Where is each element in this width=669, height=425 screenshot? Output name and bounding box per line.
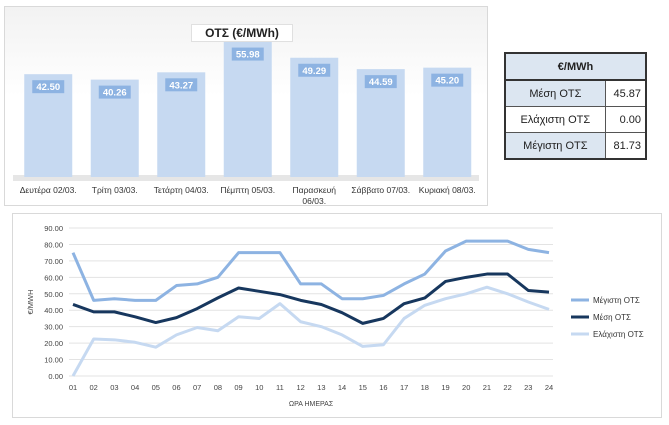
bar-value-label-bg	[431, 73, 464, 87]
y-tick-label: 10.00	[44, 356, 63, 365]
x-tick-label: 02	[90, 383, 98, 392]
stats-value: 0.00	[604, 106, 647, 133]
x-tick-label: 22	[503, 383, 511, 392]
bar	[290, 57, 339, 177]
stats-value: 45.87	[604, 79, 647, 107]
legend-entry: Ελάχιστη ΟΤΣ	[593, 330, 644, 339]
series-line	[71, 239, 550, 302]
x-tick-label: 06	[172, 383, 180, 392]
bar-chart-title: ΟΤΣ (€/MWh)	[191, 24, 293, 42]
bar-chart: 42.50 Δευτέρα 02/03. 40.26 Τρίτη 03/03. 43.2…	[13, 41, 479, 205]
x-tick-label: 10	[255, 383, 263, 392]
y-tick-label: 50.00	[44, 290, 63, 299]
bar-category-label: Κυριακή 08/03.	[419, 185, 476, 195]
bar-value-label: 43.27	[169, 80, 193, 91]
y-tick-label: 20.00	[44, 339, 63, 348]
bar-value-label-bg	[32, 80, 65, 94]
stats-label: Ελάχιστη ΟΤΣ	[504, 106, 606, 133]
x-tick-label: 19	[441, 383, 449, 392]
series-line	[71, 285, 550, 377]
x-tick-label: 05	[152, 383, 160, 392]
bar-category-label: Σάββατο 07/03.	[351, 185, 410, 195]
bar-chart-panel: 42.50 Δευτέρα 02/03. 40.26 Τρίτη 03/03. 43.2…	[4, 6, 488, 206]
series-line	[72, 272, 550, 325]
x-tick-label: 16	[379, 383, 387, 392]
y-tick-label: 80.00	[44, 240, 63, 249]
legend-entry: Μέγιστη ΟΤΣ	[593, 296, 640, 305]
x-tick-label: 23	[524, 383, 532, 392]
stats-table: €/MWh Μέση ΟΤΣ 45.87 Ελάχιστη ΟΤΣ 0.00 Μ…	[504, 52, 647, 160]
x-tick-label: 18	[421, 383, 429, 392]
bar-category-label: Τρίτη 03/03.	[92, 185, 138, 195]
stats-table-header: €/MWh	[504, 52, 647, 81]
stats-value: 81.73	[604, 132, 647, 160]
x-tick-label: 24	[545, 383, 553, 392]
x-axis-label: ΩΡΑ ΗΜΕΡΑΣ	[289, 401, 334, 408]
table-row: Ελάχιστη ΟΤΣ 0.00	[504, 106, 647, 133]
bar-value-label-bg	[298, 63, 331, 77]
bar-category-label: 06/03.	[302, 196, 326, 205]
legend-entry: Μέση ΟΤΣ	[593, 313, 631, 322]
x-tick-label: 08	[214, 383, 222, 392]
x-tick-label: 04	[131, 383, 139, 392]
bar-category-label: Παρασκευή	[293, 185, 337, 195]
x-tick-label: 11	[276, 383, 284, 392]
x-tick-label: 13	[317, 383, 325, 392]
y-axis-label: €/MWH	[26, 290, 35, 315]
y-tick-label: 60.00	[44, 273, 63, 282]
bar	[223, 41, 272, 178]
stats-label: Μέγιστη ΟΤΣ	[504, 132, 606, 160]
table-row: Μέγιστη ΟΤΣ 81.73	[504, 132, 647, 160]
y-tick-label: 40.00	[44, 306, 63, 315]
bar-floor	[13, 175, 479, 181]
y-tick-label: 70.00	[44, 257, 63, 266]
x-tick-label: 21	[483, 383, 491, 392]
x-tick-label: 17	[400, 383, 408, 392]
line-chart: 0.00 10.00 20.00 30.00 40.00 50.00 60.00 70.00 8…	[26, 224, 644, 408]
bar-value-label: 40.26	[103, 88, 127, 99]
line-chart-panel: 0.00 10.00 20.00 30.00 40.00 50.00 60.00 70.00 8…	[12, 213, 662, 418]
x-tick-label: 03	[110, 383, 118, 392]
y-tick-label: 30.00	[44, 323, 63, 332]
y-tick-label: 0.00	[48, 372, 63, 381]
bar-value-label-bg	[98, 85, 131, 99]
bar-value-label-bg	[165, 78, 198, 92]
x-tick-label: 09	[234, 383, 242, 392]
bar-category-label: Τετάρτη 04/03.	[154, 185, 209, 195]
x-tick-label: 12	[296, 383, 304, 392]
bar-value-label: 49.29	[302, 66, 326, 77]
bar-value-label: 44.59	[369, 77, 393, 88]
x-tick-label: 01	[69, 383, 77, 392]
table-row: Μέση ΟΤΣ 45.87	[504, 79, 647, 107]
bar-category-label: Δευτέρα 02/03.	[20, 185, 77, 195]
x-tick-label: 07	[193, 383, 201, 392]
bar-category-label: Πέμπτη 05/03.	[220, 185, 275, 195]
bar-value-label-bg	[364, 75, 397, 89]
x-tick-label: 14	[338, 383, 346, 392]
bar-value-label: 42.50	[36, 82, 60, 93]
x-tick-label: 20	[462, 383, 470, 392]
x-tick-label: 15	[359, 383, 367, 392]
bar-value-label-bg	[231, 47, 264, 61]
stats-label: Μέση ΟΤΣ	[504, 79, 606, 107]
y-tick-label: 90.00	[44, 224, 63, 233]
bar-value-label: 45.20	[435, 76, 459, 87]
bar-value-label: 55.98	[236, 50, 260, 61]
